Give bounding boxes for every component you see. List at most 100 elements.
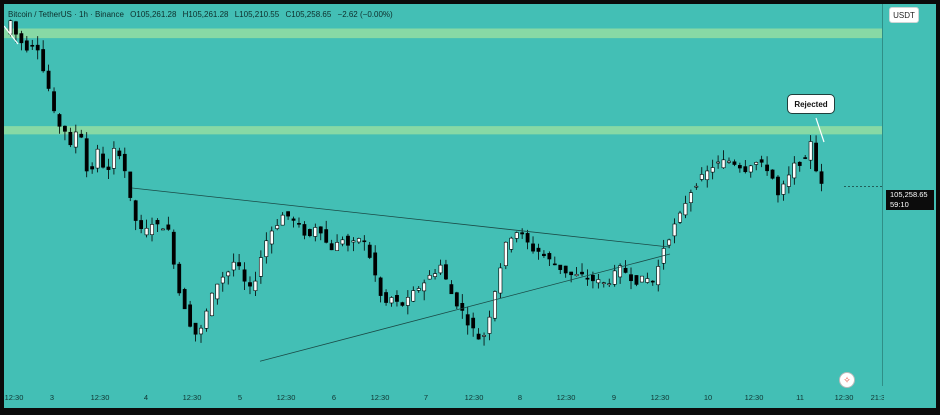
candle-body: [193, 322, 198, 335]
currency-button[interactable]: USDT: [889, 7, 919, 23]
candle-body: [732, 161, 737, 165]
candle-body: [378, 277, 383, 296]
candle-body: [90, 166, 95, 170]
candle-body: [498, 267, 503, 294]
open-value: O105,261.28: [130, 10, 177, 19]
candle-body: [253, 280, 258, 291]
candle-body: [30, 44, 35, 47]
candle-body: [389, 297, 394, 304]
candle-body: [52, 91, 56, 112]
candle-body: [460, 303, 465, 311]
candle-body: [411, 290, 416, 302]
candle-body: [84, 138, 89, 172]
candle-body: [307, 229, 312, 237]
candle-body: [754, 162, 759, 165]
last-price-value: 105,258.65: [890, 190, 928, 199]
x-tick-label: 9: [612, 393, 616, 402]
tradingview-logo-icon[interactable]: ✧: [839, 372, 855, 388]
candle-body: [14, 21, 18, 35]
candle-body: [220, 276, 225, 284]
candle-body: [623, 267, 628, 273]
candle-body: [324, 229, 329, 243]
candle-body: [35, 44, 40, 51]
x-tick-label: 12:30: [277, 393, 296, 402]
candle-body: [57, 114, 62, 127]
candle-body: [19, 33, 24, 44]
candle-body: [188, 304, 193, 327]
candle-body: [792, 162, 797, 179]
x-tick-label: 12:30: [371, 393, 390, 402]
candle-body: [776, 176, 780, 196]
candle-body: [476, 333, 481, 340]
candle-body: [650, 280, 655, 283]
candle-body: [748, 165, 753, 173]
x-tick-label: 12:30: [557, 393, 576, 402]
candle-body: [144, 227, 149, 236]
x-tick-label: 21:30: [871, 393, 884, 402]
top-left-pointer: [4, 25, 19, 45]
candle-body: [433, 273, 437, 277]
resistance-zone-1: [4, 126, 882, 135]
candle-body: [248, 282, 252, 287]
candle-body: [269, 230, 274, 245]
candle-body: [258, 257, 263, 277]
candle-body: [329, 243, 334, 251]
candle-body: [422, 282, 427, 292]
chart-background: [4, 4, 936, 408]
candle-body: [542, 253, 546, 257]
low-value: L105,210.55: [234, 10, 280, 19]
candle-body: [683, 203, 688, 216]
x-tick-label: 12:30: [5, 393, 24, 402]
candle-body: [607, 283, 612, 286]
candle-body: [291, 218, 296, 221]
candle-body: [569, 271, 574, 276]
candle-body: [340, 239, 345, 245]
candle-body: [46, 70, 51, 89]
candle-body: [373, 252, 378, 276]
x-tick-label: 8: [518, 393, 522, 402]
x-tick-label: 12:30: [183, 393, 202, 402]
candle-body: [803, 157, 808, 159]
candle-body: [585, 277, 590, 280]
last-price-tag: 105,258.65 59:10: [886, 190, 934, 210]
candle-body: [133, 200, 138, 221]
candle-body: [177, 263, 182, 294]
candle-body: [101, 153, 105, 168]
upper-trendline: [131, 187, 671, 248]
candle-body: [204, 310, 209, 329]
high-value: H105,261.28: [182, 10, 229, 19]
candle-body: [318, 226, 323, 234]
candle-body: [710, 167, 715, 173]
candle-body: [400, 302, 405, 306]
candle-body: [41, 49, 46, 72]
candle-body: [449, 284, 454, 295]
candle-body: [716, 161, 721, 164]
candle-body: [552, 263, 557, 266]
candle-body: [705, 170, 710, 181]
candle-body: [737, 165, 742, 169]
candle-body: [634, 275, 639, 285]
price-chart[interactable]: 98,000.0099,000.00100,000.00101,000.0010…: [4, 4, 884, 408]
candle-body: [24, 40, 29, 51]
candle-body: [384, 292, 388, 303]
candle-body: [465, 314, 470, 326]
candle-body: [95, 148, 100, 169]
candle-body: [395, 295, 399, 302]
candle-body: [814, 142, 818, 172]
candle-body: [786, 174, 791, 187]
x-tick-label: 6: [332, 393, 336, 402]
candle-body: [781, 183, 786, 195]
candle-body: [699, 174, 704, 180]
candle-body: [199, 327, 203, 335]
candle-body: [487, 316, 492, 334]
x-tick-label: 12:30: [835, 393, 854, 402]
candle-body: [520, 232, 525, 235]
callout-pointer: [815, 117, 825, 143]
candle-body: [580, 271, 584, 275]
candle-body: [79, 133, 84, 138]
candle-body: [155, 219, 160, 225]
candle-body: [536, 247, 541, 252]
candle-body: [727, 160, 731, 163]
candle-body: [166, 224, 171, 230]
change-value: −2.62 (−0.00%): [337, 10, 393, 19]
